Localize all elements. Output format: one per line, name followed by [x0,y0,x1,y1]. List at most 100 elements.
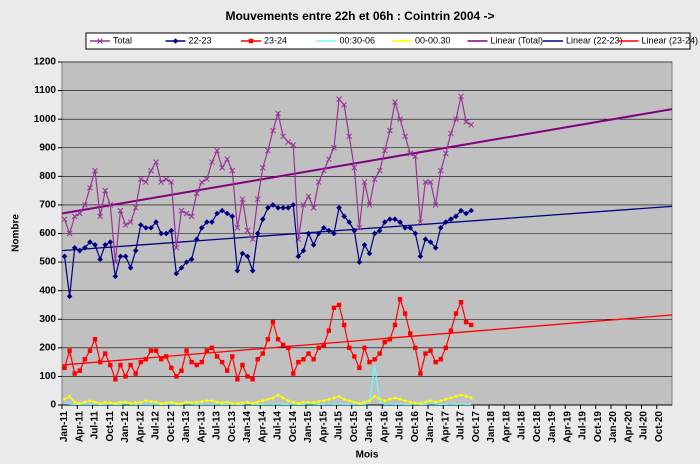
x-tick-label: Jan-14 [242,411,253,443]
marker [327,397,331,401]
x-tick-label: Jan-18 [486,411,497,443]
marker [259,164,266,171]
marker [195,400,199,404]
marker [275,204,281,211]
marker [437,167,444,174]
marker [418,402,422,405]
marker [280,342,286,348]
marker [164,401,168,405]
marker [357,365,362,371]
marker [164,354,169,359]
marker [266,397,270,401]
marker [382,339,387,345]
marker [400,39,404,43]
marker [78,402,82,405]
marker [361,242,368,248]
marker [108,401,112,405]
marker [224,210,231,217]
marker [137,176,144,183]
marker [281,396,285,400]
marker [305,230,312,237]
marker [321,342,326,348]
marker [178,265,185,271]
marker [356,224,363,231]
marker [352,400,356,404]
x-tick-label: Jul-15 [334,411,345,440]
marker [357,402,361,405]
legend-label: Linear (22-23) [566,35,623,45]
marker [204,176,210,183]
marker [444,397,448,401]
marker [402,311,408,316]
marker [229,167,236,174]
marker [433,359,438,365]
marker [219,207,225,214]
marker [429,399,432,403]
marker [210,399,214,403]
x-tick-label: Apr-17 [440,411,451,443]
marker [377,351,382,356]
marker [383,399,387,403]
marker [362,345,367,351]
marker [138,359,143,365]
marker [397,116,403,123]
x-tick-label: Jan-12 [120,411,131,443]
y-tick-label: 600 [39,228,56,239]
marker [316,345,321,351]
x-tick-label: Apr-13 [196,411,207,443]
marker [280,133,286,140]
legend [85,32,691,50]
marker [408,331,413,336]
marker [469,322,474,328]
marker [249,267,256,274]
marker [241,401,244,405]
marker [148,348,154,353]
marker [463,210,469,217]
marker [376,167,383,174]
marker [200,400,204,403]
marker [248,38,254,44]
marker [332,396,336,400]
marker [286,399,290,403]
y-tick-label: 1100 [34,85,56,96]
x-tick-label: Jan-19 [547,411,558,443]
marker [363,400,366,404]
marker [215,400,219,404]
marker [219,359,225,365]
y-tick-label: 1200 [34,57,57,68]
y-tick-label: 100 [39,371,56,382]
x-tick-label: Jul-12 [151,411,162,440]
marker [61,216,68,223]
marker [132,247,139,254]
marker [250,377,255,382]
marker [275,337,281,342]
marker [198,179,205,185]
marker [387,337,393,342]
marker [76,247,83,254]
marker [315,179,322,185]
marker [347,399,351,403]
marker [317,400,321,403]
marker [118,362,123,368]
marker [280,204,286,211]
y-tick-label: 200 [39,342,56,353]
marker [285,139,292,145]
marker [149,400,153,403]
marker [134,401,138,405]
y-axis-label: Nombre [11,214,22,252]
marker [366,250,373,257]
chart-title: Mouvements entre 22h et 06h : Cointrin 2… [225,9,494,23]
marker [301,357,306,362]
marker [82,357,88,362]
marker [468,207,475,214]
marker [381,219,388,225]
marker [402,133,408,140]
marker [230,354,235,359]
marker [158,357,164,362]
marker [163,176,170,183]
marker [102,187,109,194]
marker [331,230,337,237]
marker [458,93,464,100]
x-tick-label: Apr-12 [135,411,146,443]
